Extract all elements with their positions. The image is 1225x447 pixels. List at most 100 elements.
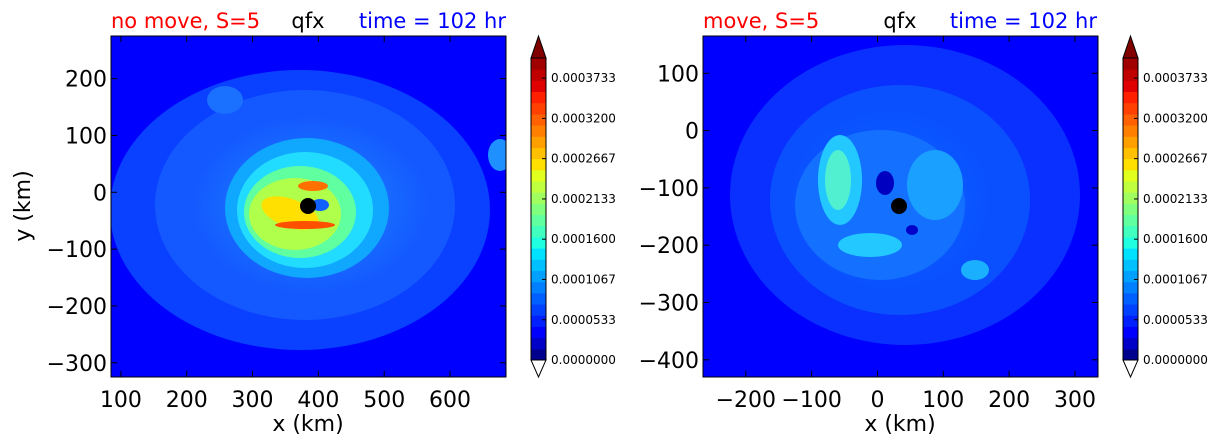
colorbar-segment (1123, 292, 1138, 305)
colorbar-segment (1123, 181, 1138, 193)
y-tick-label: 200 (65, 68, 107, 93)
colorbar-tick-label: 0.0002667 (551, 152, 616, 166)
panel-title-center: qfx (291, 9, 324, 33)
panel-title-center: qfx (883, 9, 916, 33)
colorbar-segment (1123, 337, 1138, 350)
x-tick-label: 100 (922, 388, 964, 413)
colorbar-frame (1122, 57, 1139, 361)
storm-center-marker (891, 198, 907, 214)
colorbar-tick-label: 0.0000533 (1143, 313, 1208, 327)
y-tick-label: 0 (93, 181, 107, 206)
colorbar-tick-label: 0.0001067 (551, 272, 616, 286)
panel-move: move, S=5 qfx time = 102 hr −200 −100 0 100… (639, 9, 1208, 437)
colorbar-segment (1123, 281, 1138, 294)
colorbar-segment (531, 315, 546, 327)
colorbar-segment (1123, 102, 1138, 115)
colorbar-segment (531, 326, 546, 339)
colorbar-segment (531, 236, 546, 249)
colorbar-segment (1123, 248, 1138, 260)
panel-title-right: time = 102 hr (950, 9, 1097, 33)
colorbar-segment (531, 147, 546, 160)
x-tick-label: 600 (429, 388, 471, 413)
x-tick-label: 300 (232, 388, 274, 413)
y-axis: 200 100 0 −100 −200 −300 (47, 68, 506, 377)
colorbar-tick-label: 0.0001067 (1143, 272, 1208, 286)
x-tick-label: 300 (1054, 388, 1096, 413)
colorbar-segment (531, 304, 546, 316)
colorbar-tick-label: 0.0000533 (551, 313, 616, 327)
colorbar-tick-label: 0.0002667 (1143, 152, 1208, 166)
y-tick-label: −300 (639, 291, 699, 316)
colorbar-tick-label: 0.0002133 (1143, 192, 1208, 206)
y-tick-label: −100 (47, 238, 107, 263)
y-tick-label: −400 (639, 349, 699, 374)
panel-no-move: no move, S=5 qfx time = 102 hr 100 200 300… (11, 9, 616, 437)
contour-field (703, 36, 1098, 377)
colorbar-segment (531, 281, 546, 294)
x-tick-label: −100 (781, 388, 841, 413)
x-tick-label: 100 (100, 388, 142, 413)
colorbar-extend-max (1122, 34, 1139, 59)
colorbar-segment (531, 125, 546, 137)
y-axis: 100 0 −100 −200 −300 −400 (639, 62, 1098, 374)
colorbar-segment (531, 348, 546, 361)
colorbar: 0.0000000 0.0000533 0.0001067 0.0001600 0.00… (530, 34, 616, 379)
colorbar-segment (1123, 113, 1138, 126)
y-tick-label: 100 (657, 62, 699, 87)
colorbar-segment (1123, 136, 1138, 148)
colorbar-tick-label: 0.0000000 (1143, 353, 1208, 367)
x-axis: −200 −100 0 100 200 300 (716, 36, 1096, 413)
colorbar-segment (1123, 348, 1138, 361)
colorbar-segment (531, 248, 546, 260)
y-tick-label: −200 (47, 295, 107, 320)
colorbar-segment (531, 214, 546, 227)
colorbar-segment (1123, 304, 1138, 316)
colorbar-extend-min (530, 359, 547, 379)
colorbar-segment (1123, 326, 1138, 339)
colorbar-segment (531, 69, 546, 81)
x-tick-label: 200 (166, 388, 208, 413)
colorbar-segment (1123, 169, 1138, 182)
colorbar-segment (531, 113, 546, 126)
colorbar-segment (1123, 270, 1138, 283)
colorbar-segment (1123, 259, 1138, 272)
colorbar-segment (531, 58, 546, 70)
colorbar-segment (1123, 80, 1138, 93)
colorbar-segment (531, 292, 546, 305)
colorbar-tick-label: 0.0003200 (551, 111, 616, 125)
colorbar-segment (531, 225, 546, 238)
colorbar-segment (1123, 236, 1138, 249)
panel-title-left: move, S=5 (703, 9, 819, 33)
colorbar-tick-label: 0.0003200 (1143, 111, 1208, 125)
colorbar-segment (1123, 192, 1138, 204)
colorbar-segment (1123, 225, 1138, 238)
contour-field (111, 36, 506, 377)
colorbar-segment (531, 259, 546, 272)
colorbar-segment (531, 102, 546, 115)
x-axis-label: x (km) (272, 412, 343, 437)
colorbar-segment (1123, 147, 1138, 160)
colorbar-segment (531, 192, 546, 204)
colorbar-segment (531, 181, 546, 193)
y-tick-label: 100 (65, 124, 107, 149)
colorbar-tick-label: 0.0003733 (1143, 71, 1208, 85)
colorbar-segment (1123, 69, 1138, 81)
y-tick-label: −300 (47, 352, 107, 377)
y-tick-label: −200 (639, 234, 699, 259)
colorbar-tick-label: 0.0001600 (551, 232, 616, 246)
colorbar-segment (1123, 214, 1138, 227)
x-tick-label: 400 (297, 388, 339, 413)
y-tick-label: 0 (685, 120, 699, 145)
colorbar-segment (531, 136, 546, 148)
colorbar-segment (1123, 58, 1138, 70)
colorbar-segment (531, 158, 546, 171)
x-tick-label: 200 (988, 388, 1030, 413)
colorbar-segment (531, 91, 546, 104)
x-axis-label: x (km) (864, 412, 935, 437)
colorbar-segment (531, 80, 546, 93)
colorbar-segment (531, 270, 546, 283)
colorbar-segment (531, 169, 546, 182)
colorbar-frame (530, 57, 547, 361)
colorbar-tick-label: 0.0003733 (551, 71, 616, 85)
storm-center-marker (300, 198, 316, 214)
